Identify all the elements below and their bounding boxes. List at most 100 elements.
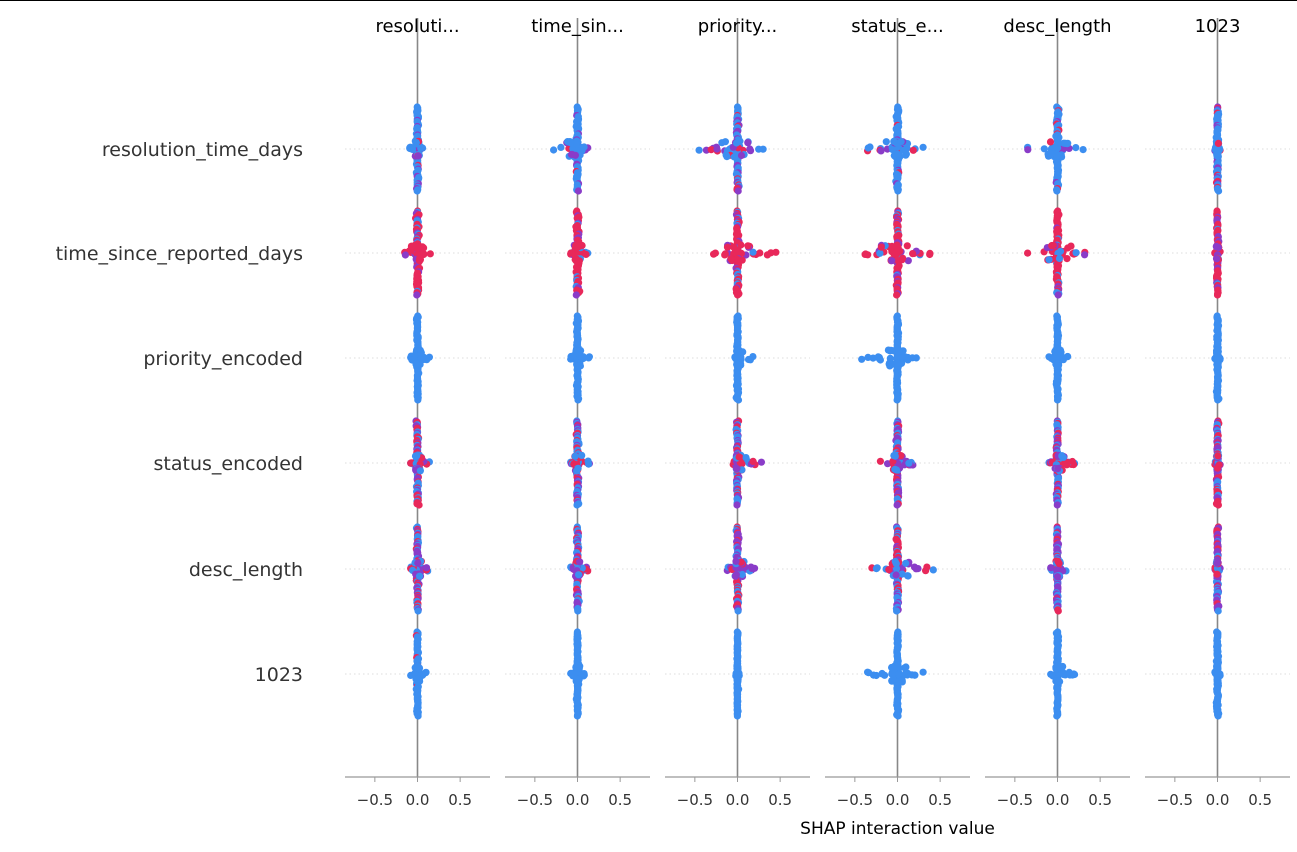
shap-point [1214,501,1222,509]
x-tick-label: −0.5 [357,791,393,809]
row-label: priority_encoded [143,348,303,370]
shap-point [736,137,744,145]
shap-point [733,675,742,683]
shap-point [737,249,746,257]
shap-point [894,359,902,367]
shap-point [550,146,558,154]
shap-point [1067,242,1075,250]
row-label: status_encoded [154,453,304,475]
shap-point [1214,139,1222,147]
row-label: desc_length [189,559,303,581]
shap-point [572,255,580,263]
shap-point [1024,146,1032,154]
column-title: priority... [698,16,778,37]
shap-point [744,139,752,147]
shap-point [411,241,419,249]
x-tick-label: 0.5 [768,791,792,809]
shap-point [414,607,422,615]
shap-point [1072,249,1080,257]
shap-point [755,145,763,153]
shap-point [574,396,582,404]
shap-point [890,665,898,673]
shap-point [733,354,742,362]
shap-point [1213,359,1221,367]
shap-point [557,143,565,151]
shap-point [742,454,750,462]
shap-point [571,452,579,460]
shap-point [1214,712,1222,720]
shap-point [1047,564,1055,572]
shap-point [711,249,720,257]
shap-point [733,712,742,720]
shap-point [876,249,884,257]
points-layer [401,103,1224,720]
x-tick-label: 0.5 [928,791,952,809]
shap-point [904,356,912,364]
shap-point [929,566,937,574]
shap-point [891,452,899,460]
shap-point [417,348,425,356]
shap-point [1072,144,1080,152]
shap-point [1214,452,1222,460]
shap-point [1214,607,1222,615]
shap-point [885,360,893,368]
shap-point [574,187,583,195]
shap-point [412,360,420,368]
x-tick-label: 0.0 [1046,791,1070,809]
shap-point [885,566,893,574]
x-tick-label: 0.5 [608,791,632,809]
shap-point [1063,255,1071,263]
shap-point [1053,712,1061,720]
shap-point [732,570,741,579]
shap-point [414,559,422,567]
shap-point [1052,677,1060,685]
column-title: resoluti... [375,16,459,37]
shap-point [1213,559,1221,567]
axes-layer: −0.5 0.0 0.5 −0.5 0.0 0.5 −0.5 0.0 0.5 −0.5 0.0 0.5… [345,776,1290,809]
shap-point [735,256,743,264]
shap-point [412,452,421,460]
shap-point [882,138,890,146]
x-tick-label: 0.0 [566,791,590,809]
shap-point [416,254,424,262]
shap-point [902,559,910,567]
shap-point [569,145,577,153]
shap-point [893,150,901,158]
shap-point [904,257,912,265]
shap-point [1048,242,1056,250]
shap-point [573,712,582,720]
shap-point [909,250,917,258]
shap-point [1213,291,1222,299]
shap-point [897,452,905,460]
column-titles: resoluti... time_sin... priority... stat… [375,16,1240,37]
shap-point [733,501,741,509]
shap-point [1213,255,1221,263]
shap-point [420,244,428,252]
shap-point [574,607,582,615]
shap-point [576,558,584,566]
shap-point [413,678,422,686]
shap-point [744,355,753,364]
shap-point [763,251,772,259]
shap-point [897,138,905,146]
shap-point [707,146,715,154]
shap-point [909,146,917,154]
shap-point [873,564,881,572]
shap-point [756,249,764,257]
shap-point [1055,559,1063,568]
shap-point [413,291,421,299]
shap-point [749,248,757,256]
x-tick-label: 0.0 [406,791,430,809]
shap-point [895,346,903,354]
shap-point [1053,187,1061,195]
row-label: resolution_time_days [102,139,303,161]
shap-point [877,243,885,251]
shap-point [888,257,896,265]
shap-point [903,242,911,250]
shap-point [414,396,422,404]
shap-point [904,572,912,580]
top-border [0,0,1297,1]
shap-point [1079,146,1087,154]
shap-point [722,151,730,159]
